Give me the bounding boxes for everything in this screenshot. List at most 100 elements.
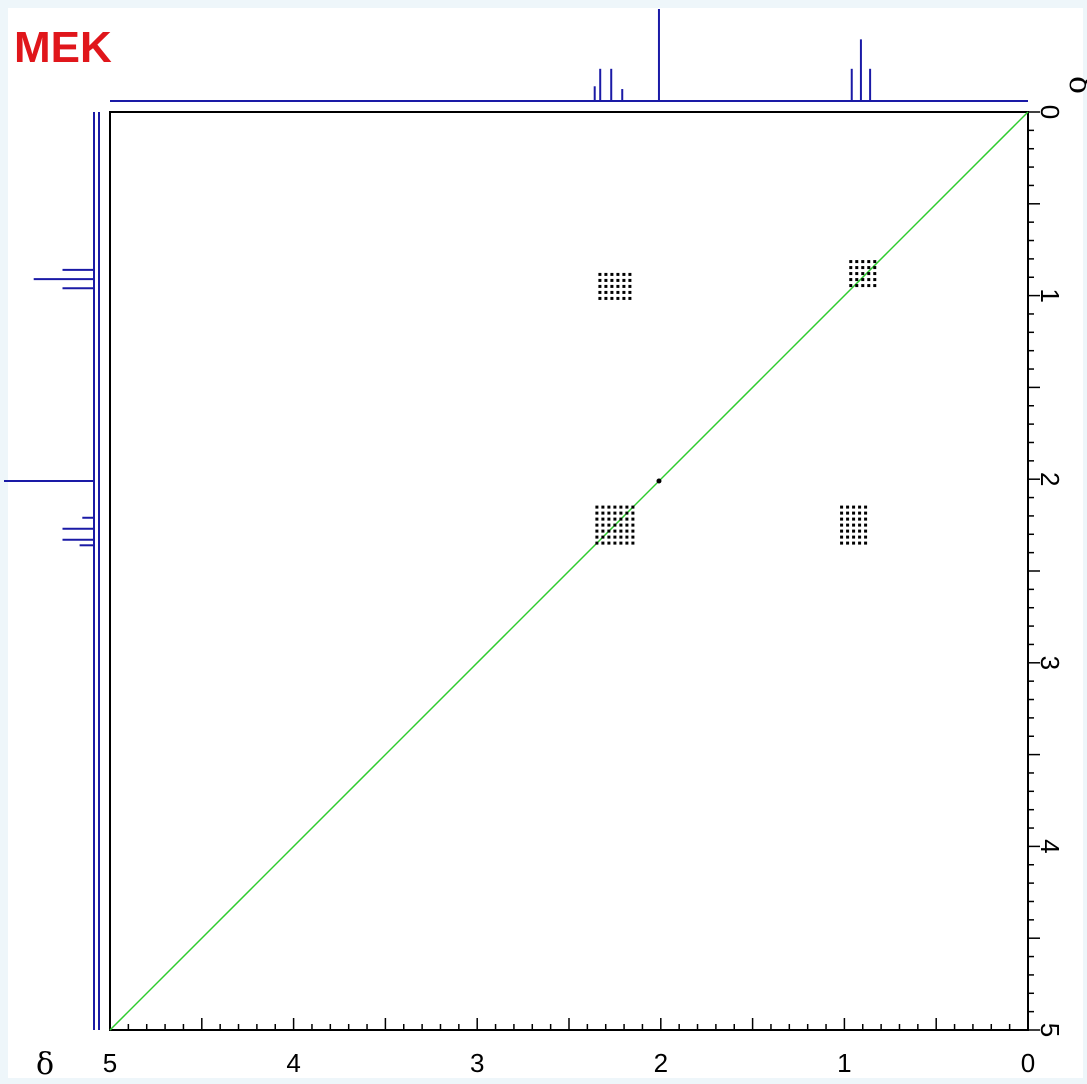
- peak-dot: [864, 529, 868, 533]
- x-tick-label: 0: [1021, 1048, 1035, 1078]
- peak-dot: [858, 529, 862, 533]
- x-tick-label: 4: [286, 1048, 300, 1078]
- peak-dot: [631, 523, 635, 527]
- peak-dot: [598, 284, 602, 288]
- peak-dot: [613, 517, 617, 521]
- peak-dot: [607, 535, 611, 539]
- peak-dot: [867, 260, 871, 264]
- y-axis-label: δ: [1062, 76, 1087, 94]
- peak-dot: [604, 296, 608, 300]
- y-tick-label: 2: [1035, 472, 1065, 486]
- peak-dot: [616, 290, 620, 294]
- peak-dot: [846, 535, 850, 539]
- cross-peak: [595, 505, 635, 545]
- peak-dot: [613, 535, 617, 539]
- peak-dot: [861, 272, 865, 276]
- peak-dot: [846, 517, 850, 521]
- diagonal-line: [109, 111, 1029, 1031]
- peak-dot: [616, 296, 620, 300]
- peak-dot: [601, 517, 605, 521]
- peak-dot: [607, 517, 611, 521]
- peak-dot: [858, 511, 862, 515]
- peak-dot: [622, 290, 626, 294]
- peak-dot: [855, 284, 859, 288]
- diagonal-line-group: [109, 111, 1029, 1031]
- peak-dot: [656, 478, 662, 484]
- y-tick-label: 1: [1035, 288, 1065, 302]
- peak-dot: [873, 272, 877, 276]
- x-tick-label: 5: [103, 1048, 117, 1078]
- peak-dot: [619, 511, 623, 515]
- peak-dot: [604, 272, 608, 276]
- peak-dot: [861, 260, 865, 264]
- peak-dot: [604, 278, 608, 282]
- cross-peak: [656, 478, 662, 484]
- peak-dot: [867, 272, 871, 276]
- y-tick-label: 5: [1035, 1023, 1065, 1037]
- peak-dot: [849, 272, 853, 276]
- peak-dot: [840, 541, 844, 545]
- peak-dot: [631, 529, 635, 533]
- peak-dot: [619, 541, 623, 545]
- y-tick-label: 4: [1035, 839, 1065, 853]
- peak-dot: [616, 272, 620, 276]
- peak-dot: [622, 278, 626, 282]
- peak-dot: [613, 505, 617, 509]
- peak-dot: [846, 505, 850, 509]
- peak-dot: [607, 523, 611, 527]
- peak-dot: [852, 511, 856, 515]
- peak-dot: [855, 272, 859, 276]
- peak-dot: [864, 541, 868, 545]
- peak-dot: [601, 529, 605, 533]
- peak-dot: [610, 296, 614, 300]
- peak-dot: [855, 278, 859, 282]
- cross-peak: [598, 272, 632, 300]
- cross-peak: [840, 505, 868, 545]
- peak-dot: [873, 278, 877, 282]
- peak-dot: [595, 505, 599, 509]
- peak-dot: [625, 523, 629, 527]
- peak-dot: [849, 278, 853, 282]
- peak-dot: [852, 505, 856, 509]
- peak-dot: [601, 523, 605, 527]
- peak-dot: [873, 284, 877, 288]
- cross-peak: [849, 260, 877, 288]
- peak-dot: [867, 284, 871, 288]
- peak-dot: [861, 278, 865, 282]
- peak-dot: [873, 266, 877, 270]
- peak-dot: [601, 541, 605, 545]
- peak-dot: [852, 523, 856, 527]
- peak-dot: [852, 541, 856, 545]
- peak-dot: [846, 541, 850, 545]
- peak-dot: [628, 296, 632, 300]
- peak-dot: [610, 284, 614, 288]
- peak-dot: [601, 511, 605, 515]
- peak-dot: [858, 541, 862, 545]
- peak-dot: [840, 535, 844, 539]
- peak-dot: [613, 511, 617, 515]
- peak-dot: [867, 266, 871, 270]
- peak-dot: [619, 535, 623, 539]
- peak-dot: [595, 541, 599, 545]
- peak-dot: [607, 541, 611, 545]
- peak-dot: [625, 517, 629, 521]
- peak-dot: [622, 296, 626, 300]
- peak-dot: [619, 505, 623, 509]
- peak-dot: [873, 260, 877, 264]
- peak-dot: [849, 284, 853, 288]
- peak-dot: [628, 278, 632, 282]
- peak-dot: [613, 523, 617, 527]
- top-projection: [110, 9, 1028, 102]
- peak-dot: [849, 266, 853, 270]
- peak-dot: [631, 517, 635, 521]
- peak-dot: [625, 541, 629, 545]
- peak-dot: [622, 272, 626, 276]
- peak-dot: [858, 517, 862, 521]
- x-tick-label: 2: [654, 1048, 668, 1078]
- peak-dot: [598, 278, 602, 282]
- peak-dot: [595, 529, 599, 533]
- chart-title: MEK: [14, 23, 112, 72]
- peak-dot: [625, 529, 629, 533]
- peak-dot: [610, 290, 614, 294]
